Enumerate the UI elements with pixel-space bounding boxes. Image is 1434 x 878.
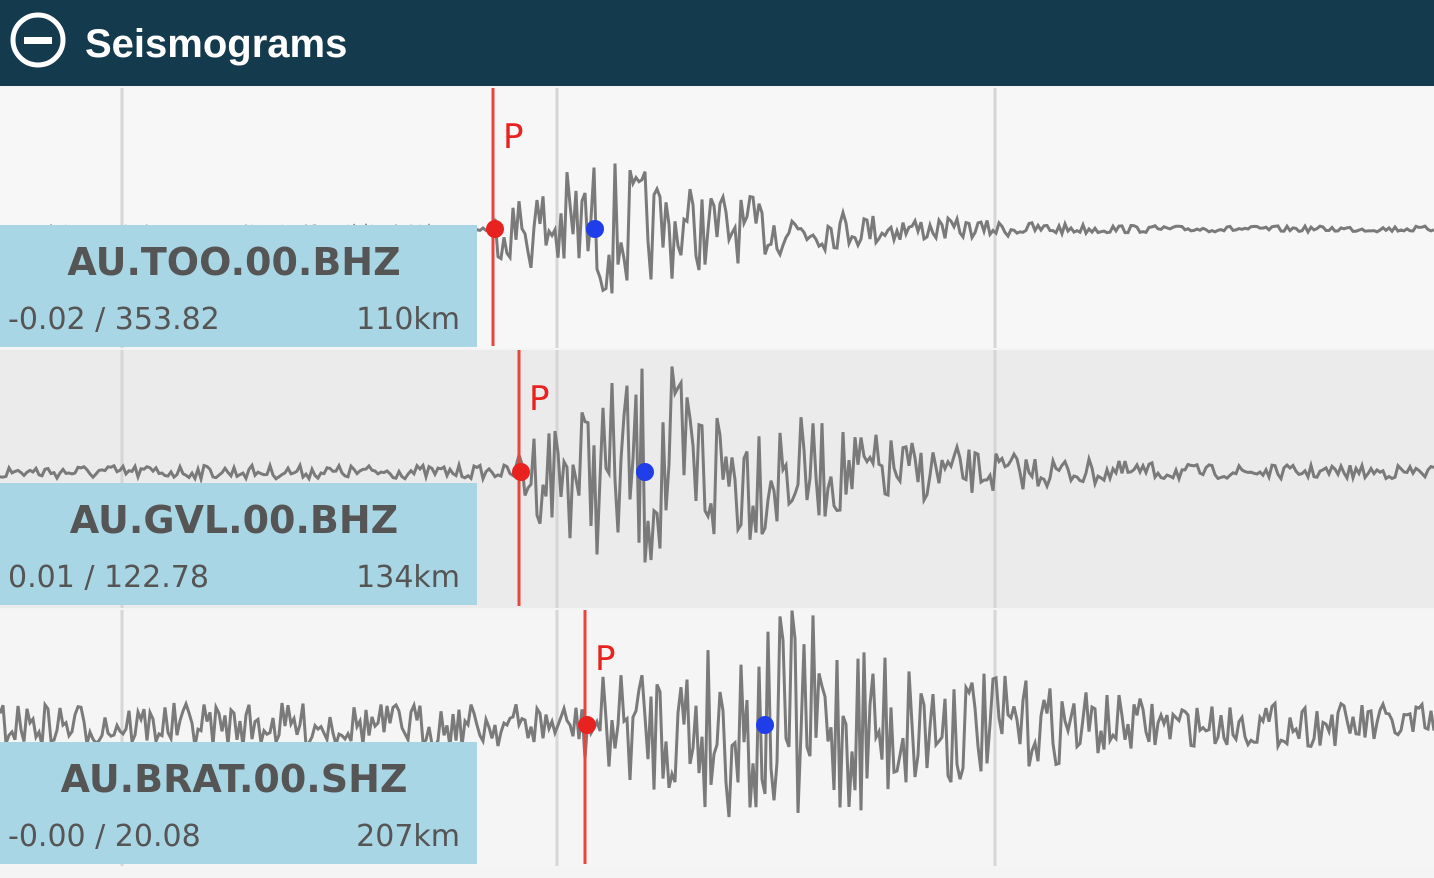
amplitude-range: -0.00 / 20.08 bbox=[8, 819, 201, 854]
arrival-marker bbox=[636, 463, 654, 481]
waveform bbox=[0, 610, 1434, 818]
phase-label: P bbox=[529, 379, 550, 419]
station-name: AU.GVL.00.BHZ bbox=[70, 498, 398, 542]
distance: 110km bbox=[356, 302, 460, 337]
header-title: Seismograms bbox=[85, 22, 347, 66]
header-bar bbox=[0, 0, 1434, 86]
pick-marker bbox=[486, 220, 504, 238]
distance: 207km bbox=[356, 819, 460, 854]
seismogram-row: AU.BRAT.00.SHZ -0.00 / 20.08 207km P bbox=[0, 610, 1434, 866]
amplitude-range: -0.02 / 353.82 bbox=[8, 302, 220, 337]
distance: 134km bbox=[356, 560, 460, 595]
phase-label: P bbox=[595, 639, 616, 679]
collapse-button[interactable] bbox=[10, 12, 66, 68]
pick-marker bbox=[578, 716, 596, 734]
station-label-box bbox=[0, 225, 477, 347]
arrival-marker bbox=[586, 220, 604, 238]
phase-label: P bbox=[503, 117, 524, 157]
seismogram-row: AU.TOO.00.BHZ -0.02 / 353.82 110km P bbox=[0, 88, 1434, 348]
pick-marker bbox=[512, 463, 530, 481]
seismogram-row: AU.GVL.00.BHZ 0.01 / 122.78 134km P bbox=[0, 350, 1434, 608]
station-name: AU.BRAT.00.SHZ bbox=[61, 757, 408, 801]
station-label-box bbox=[0, 483, 477, 605]
station-label-box bbox=[0, 742, 477, 864]
amplitude-range: 0.01 / 122.78 bbox=[8, 560, 209, 595]
station-name: AU.TOO.00.BHZ bbox=[67, 240, 400, 284]
waveform bbox=[0, 366, 1434, 563]
arrival-marker bbox=[756, 716, 774, 734]
